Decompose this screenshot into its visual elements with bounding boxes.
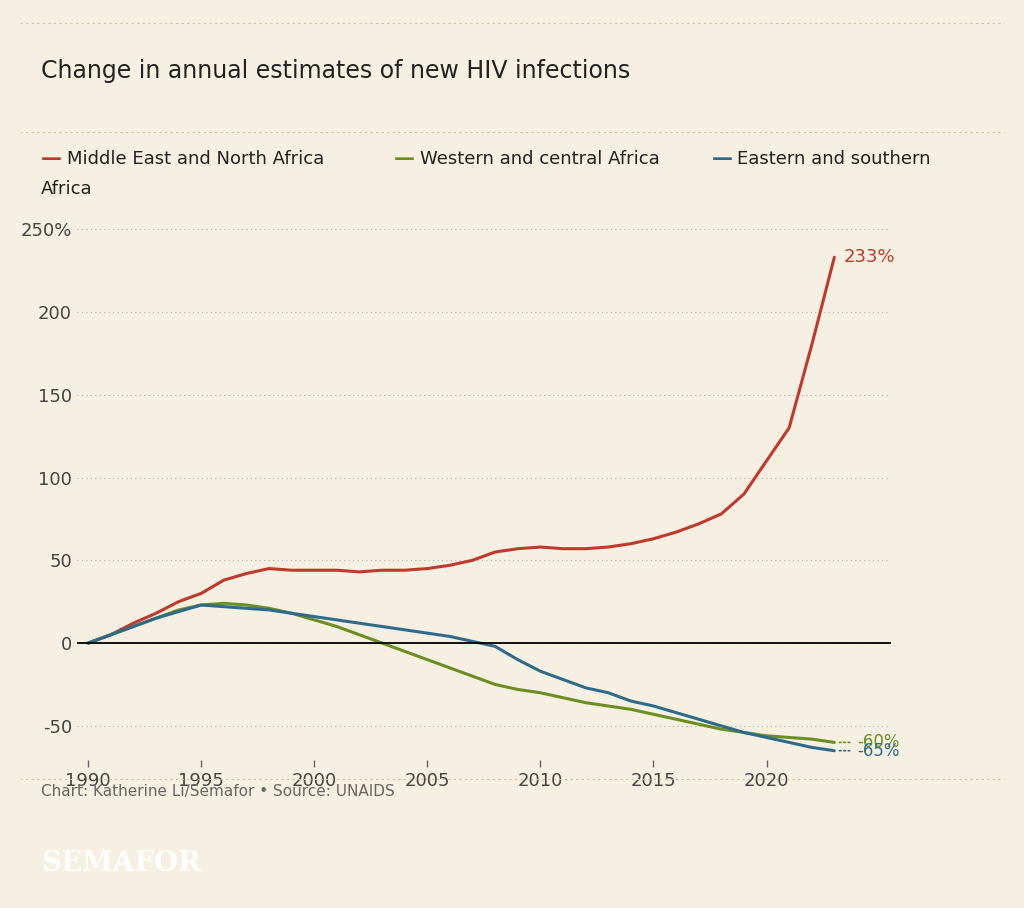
Text: Africa: Africa: [41, 180, 92, 198]
Text: 233%: 233%: [844, 248, 895, 266]
Text: Eastern and southern: Eastern and southern: [737, 150, 931, 168]
Text: -60%: -60%: [857, 734, 899, 752]
Text: —: —: [394, 149, 415, 169]
Text: -65%: -65%: [857, 742, 899, 760]
Text: —: —: [712, 149, 732, 169]
Text: Middle East and North Africa: Middle East and North Africa: [67, 150, 324, 168]
Text: Western and central Africa: Western and central Africa: [420, 150, 659, 168]
Text: Change in annual estimates of new HIV infections: Change in annual estimates of new HIV in…: [41, 59, 630, 83]
Text: Chart: Katherine Li/Semafor • Source: UNAIDS: Chart: Katherine Li/Semafor • Source: UN…: [41, 785, 394, 799]
Text: SEMAFOR: SEMAFOR: [41, 851, 201, 877]
Text: —: —: [41, 149, 61, 169]
